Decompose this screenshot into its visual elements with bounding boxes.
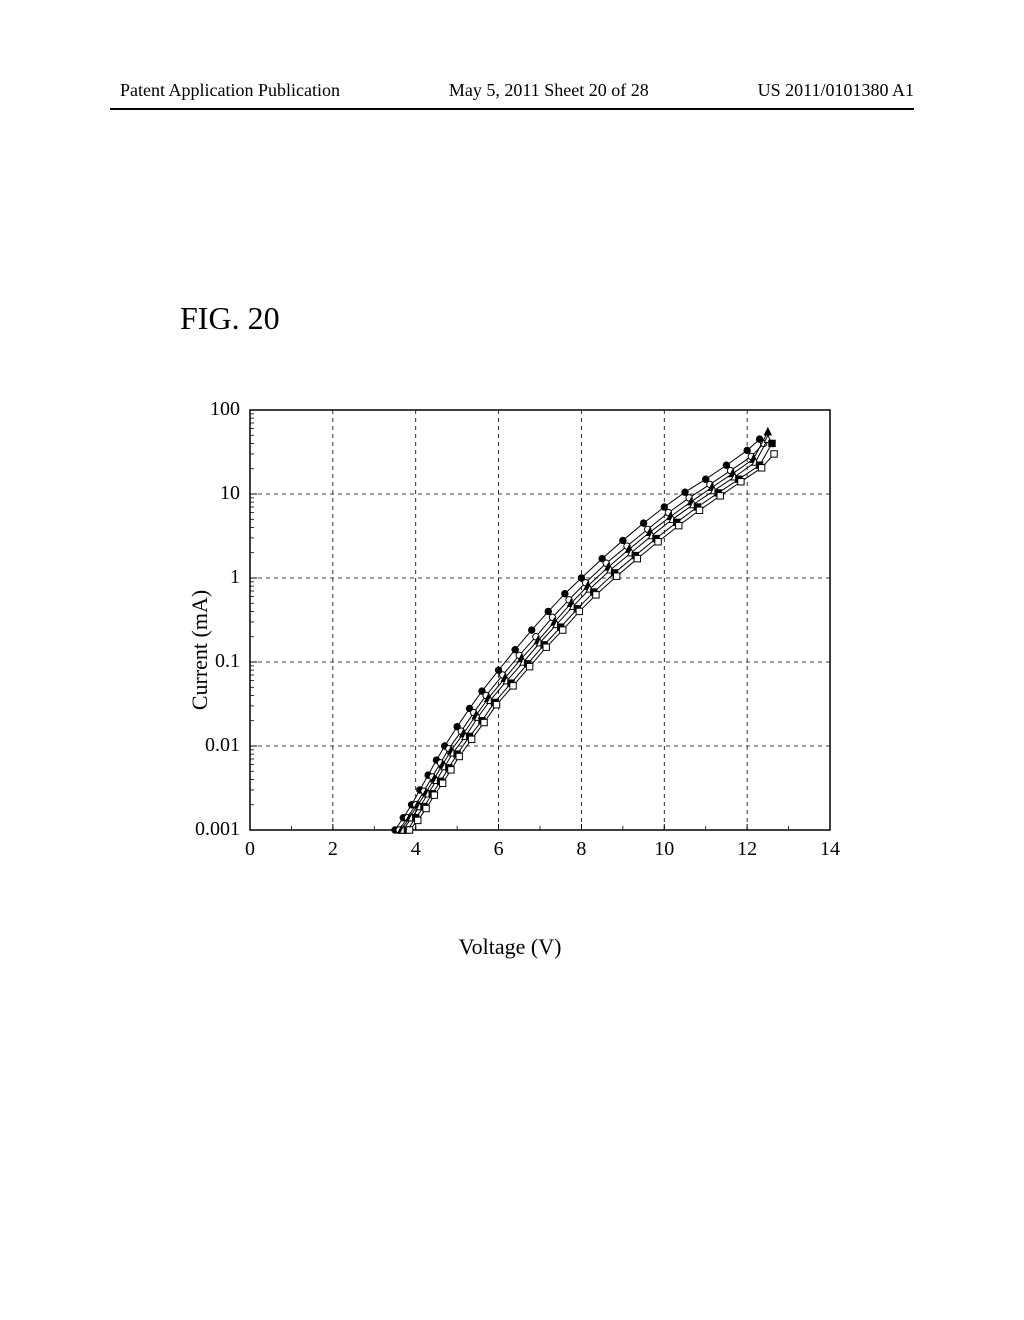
- page-header: Patent Application Publication May 5, 20…: [0, 80, 1024, 101]
- figure-label: FIG. 20: [180, 300, 280, 337]
- y-tick-label: 10: [160, 482, 240, 505]
- header-divider: [110, 108, 914, 110]
- x-tick-label: 2: [328, 838, 338, 861]
- header-right: US 2011/0101380 A1: [758, 80, 914, 101]
- x-axis-label: Voltage (V): [459, 934, 562, 960]
- x-tick-label: 12: [737, 838, 757, 861]
- y-tick-label: 0.1: [160, 650, 240, 673]
- x-tick-label: 14: [820, 838, 840, 861]
- header-left: Patent Application Publication: [120, 80, 340, 101]
- x-tick-label: 8: [576, 838, 586, 861]
- chart-svg: [250, 410, 830, 830]
- header-middle: May 5, 2011 Sheet 20 of 28: [449, 80, 649, 101]
- x-tick-label: 10: [654, 838, 674, 861]
- y-tick-label: 100: [160, 398, 240, 421]
- x-tick-label: 0: [245, 838, 255, 861]
- x-tick-label: 6: [494, 838, 504, 861]
- y-tick-label: 0.001: [160, 818, 240, 841]
- x-tick-label: 4: [411, 838, 421, 861]
- y-tick-label: 1: [160, 566, 240, 589]
- iv-chart: Current (mA) Voltage (V) 0.0010.010.1110…: [160, 410, 860, 890]
- y-tick-label: 0.01: [160, 734, 240, 757]
